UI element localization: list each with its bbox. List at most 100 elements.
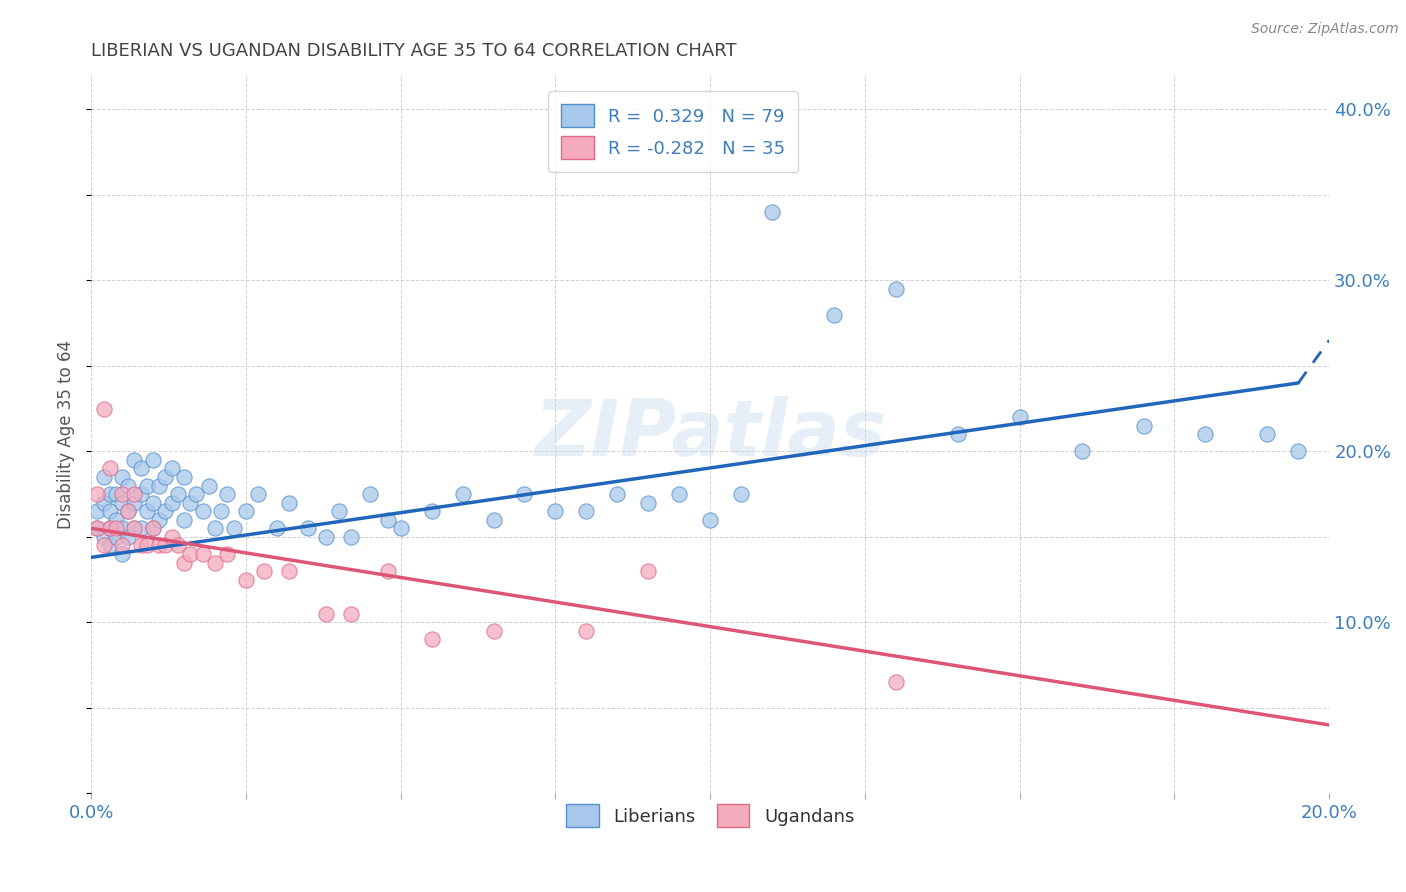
- Point: [93, 538, 115, 552]
- Point: [179, 547, 201, 561]
- Point: [93, 470, 115, 484]
- Point: [247, 487, 270, 501]
- Point: [1256, 427, 1278, 442]
- Point: [377, 513, 399, 527]
- Point: [124, 521, 146, 535]
- Point: [98, 461, 121, 475]
- Point: [173, 470, 195, 484]
- Point: [637, 564, 659, 578]
- Point: [1286, 444, 1309, 458]
- Point: [482, 513, 505, 527]
- Point: [155, 504, 177, 518]
- Point: [86, 521, 108, 535]
- Point: [359, 487, 381, 501]
- Point: [209, 504, 232, 518]
- Point: [98, 504, 121, 518]
- Point: [124, 487, 146, 501]
- Point: [637, 496, 659, 510]
- Point: [98, 521, 121, 535]
- Point: [420, 632, 443, 647]
- Point: [1008, 410, 1031, 425]
- Point: [222, 521, 245, 535]
- Point: [217, 487, 239, 501]
- Point: [148, 478, 170, 492]
- Y-axis label: Disability Age 35 to 64: Disability Age 35 to 64: [58, 340, 75, 529]
- Point: [111, 538, 134, 552]
- Point: [191, 547, 214, 561]
- Point: [186, 487, 208, 501]
- Point: [135, 478, 157, 492]
- Point: [297, 521, 319, 535]
- Point: [730, 487, 752, 501]
- Point: [166, 538, 188, 552]
- Point: [266, 521, 288, 535]
- Point: [142, 496, 165, 510]
- Point: [104, 521, 127, 535]
- Point: [575, 624, 598, 638]
- Point: [389, 521, 412, 535]
- Point: [155, 538, 177, 552]
- Point: [117, 504, 139, 518]
- Point: [160, 530, 183, 544]
- Point: [104, 513, 127, 527]
- Point: [173, 556, 195, 570]
- Point: [166, 487, 188, 501]
- Point: [328, 504, 350, 518]
- Point: [544, 504, 567, 518]
- Point: [315, 607, 337, 621]
- Point: [235, 573, 257, 587]
- Point: [173, 513, 195, 527]
- Point: [420, 504, 443, 518]
- Point: [204, 521, 226, 535]
- Legend: Liberians, Ugandans: Liberians, Ugandans: [560, 797, 862, 835]
- Point: [946, 427, 969, 442]
- Point: [451, 487, 474, 501]
- Point: [86, 504, 108, 518]
- Point: [98, 487, 121, 501]
- Point: [93, 530, 115, 544]
- Point: [86, 521, 108, 535]
- Point: [160, 496, 183, 510]
- Point: [129, 461, 152, 475]
- Point: [124, 496, 146, 510]
- Point: [204, 556, 226, 570]
- Point: [135, 538, 157, 552]
- Point: [142, 521, 165, 535]
- Point: [117, 478, 139, 492]
- Point: [135, 504, 157, 518]
- Point: [148, 513, 170, 527]
- Point: [111, 547, 134, 561]
- Point: [93, 496, 115, 510]
- Point: [129, 538, 152, 552]
- Point: [340, 530, 363, 544]
- Point: [253, 564, 276, 578]
- Point: [278, 564, 301, 578]
- Point: [197, 478, 219, 492]
- Point: [278, 496, 301, 510]
- Point: [129, 487, 152, 501]
- Point: [93, 401, 115, 416]
- Point: [606, 487, 628, 501]
- Point: [340, 607, 363, 621]
- Point: [823, 308, 845, 322]
- Point: [884, 675, 907, 690]
- Point: [117, 504, 139, 518]
- Point: [111, 521, 134, 535]
- Point: [142, 521, 165, 535]
- Point: [104, 487, 127, 501]
- Point: [315, 530, 337, 544]
- Point: [142, 453, 165, 467]
- Point: [160, 461, 183, 475]
- Point: [148, 538, 170, 552]
- Point: [155, 470, 177, 484]
- Point: [699, 513, 721, 527]
- Point: [191, 504, 214, 518]
- Point: [86, 487, 108, 501]
- Point: [111, 496, 134, 510]
- Text: ZIPatlas: ZIPatlas: [534, 396, 886, 472]
- Point: [884, 282, 907, 296]
- Point: [1194, 427, 1216, 442]
- Point: [217, 547, 239, 561]
- Point: [1132, 418, 1154, 433]
- Point: [482, 624, 505, 638]
